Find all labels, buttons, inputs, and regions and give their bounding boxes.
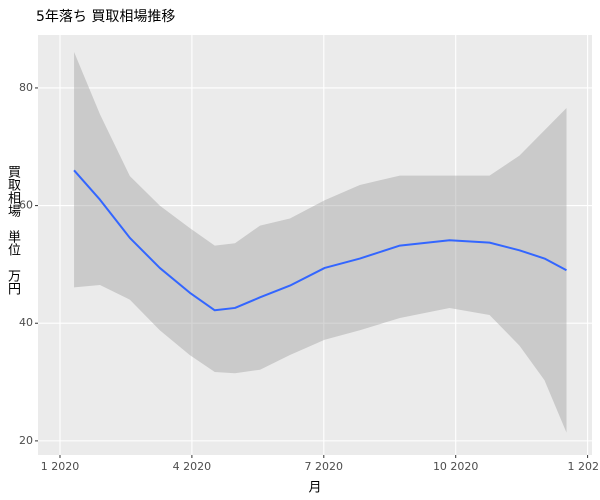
y-tick-label: 40: [19, 316, 33, 329]
x-tick-label: 1 2020: [41, 460, 80, 473]
x-tick-label: 1 202: [568, 460, 600, 473]
x-axis-title: 月: [308, 481, 321, 496]
x-tick-label: 10 2020: [433, 460, 479, 473]
chart-title: 5年落ち 買取相場推移: [36, 9, 175, 25]
x-tick-label: 4 2020: [173, 460, 212, 473]
y-tick-label: 80: [19, 81, 33, 94]
smooth-line: [73, 169, 567, 312]
confidence-band: [74, 52, 567, 433]
y-axis-title: 買取相場 単位 万円: [5, 165, 20, 295]
x-tick-label: 7 2020: [305, 460, 344, 473]
y-tick-label: 60: [19, 199, 33, 212]
y-tick-label: 20: [19, 434, 33, 447]
